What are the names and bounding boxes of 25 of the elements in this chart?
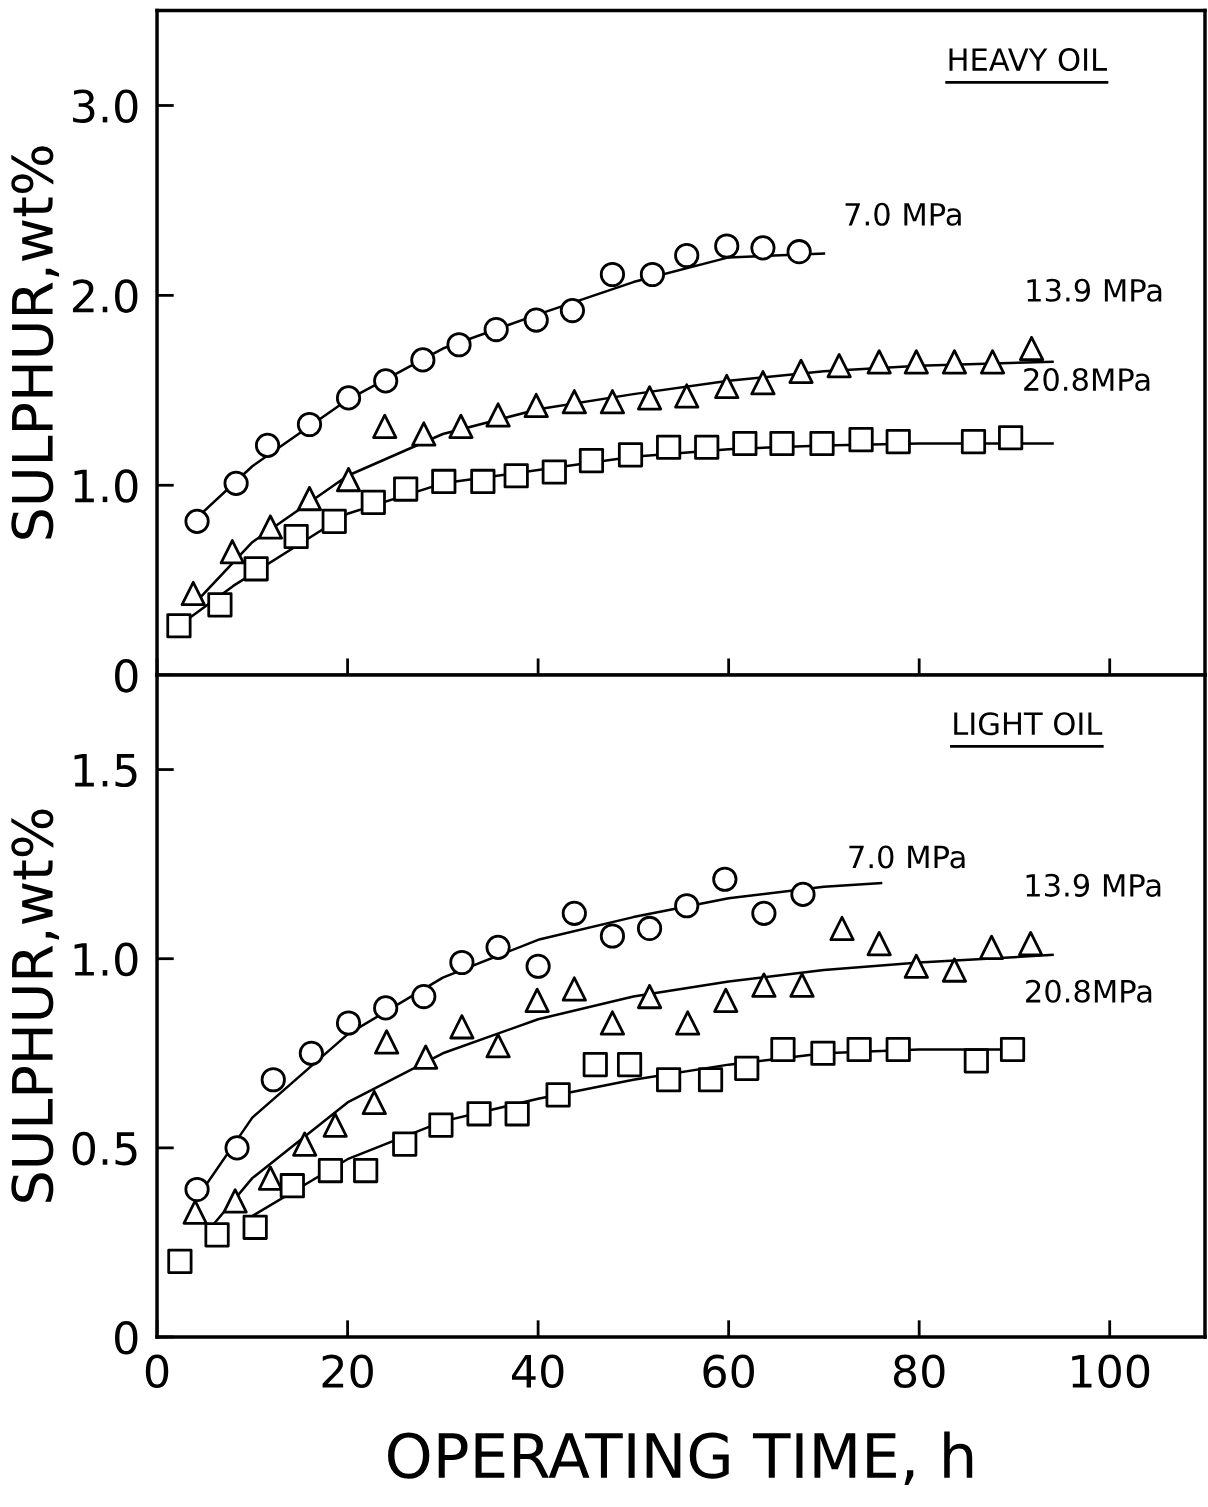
x-tick-label: 20: [322, 1354, 373, 1389]
x-axis-title: OPERATING TIME, h: [388, 1431, 973, 1485]
x-tick-label: 80: [893, 1354, 945, 1389]
y-axis-title: SULPHUR,wt%: [11, 809, 60, 1202]
series-label: 13.9 MPa: [1027, 278, 1162, 302]
y-axis-title: SULPHUR,wt%: [11, 146, 60, 539]
y-tick-label: 1.5: [74, 754, 137, 788]
y-tick-label: 1.0: [74, 469, 138, 503]
series-label: 13.9 MPa: [1026, 873, 1161, 897]
text: LIGHT OIL: [954, 712, 1103, 736]
x-tick-label: 0: [145, 1354, 169, 1389]
y-tick-label: 0: [115, 659, 138, 693]
series-label: 7.0 MPa: [849, 845, 965, 869]
series-label: 20.8MPa: [1026, 979, 1152, 1003]
y-tick-label: 2.0: [72, 279, 138, 313]
y-tick-label: 0.5: [72, 1131, 137, 1166]
series-label: 7.0 MPa: [845, 202, 961, 226]
text: HEAVY OIL: [949, 47, 1107, 72]
series-label: 20.8MPa: [1024, 367, 1150, 392]
x-tick-label: 100: [1072, 1354, 1150, 1389]
y-tick-label: 3.0: [73, 89, 138, 124]
y-tick-label: 0: [115, 1320, 138, 1355]
x-tick-label: 60: [703, 1354, 754, 1389]
y-tick-label: 1.0: [74, 942, 138, 977]
x-tick-label: 40: [512, 1354, 564, 1389]
